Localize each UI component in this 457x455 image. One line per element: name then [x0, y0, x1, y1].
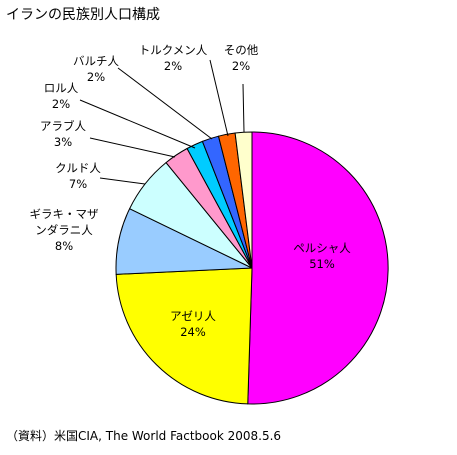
- slice-value-label-8: 2%: [164, 59, 182, 73]
- slice-value-label-5: 3%: [54, 135, 72, 149]
- slice-name-label-3: ンダラニ人: [35, 223, 93, 237]
- slice-value-label-3: 8%: [55, 239, 73, 253]
- pie-slice-2: [115, 267, 253, 405]
- leader-line-6: [79, 99, 196, 149]
- slice-name-label-4: クルド人: [55, 161, 101, 175]
- slice-value-label-6: 2%: [52, 97, 70, 111]
- slice-name-label-6: ロル人: [44, 81, 79, 95]
- slice-name-label-2: アゼリ人: [170, 309, 216, 323]
- leader-line-8: [209, 59, 229, 137]
- slice-name-label-1: ペルシャ人: [293, 241, 351, 255]
- leader-line-5: [89, 137, 176, 158]
- slice-name-label-7: バルチ人: [73, 54, 119, 68]
- chart-title: イランの民族別人口構成: [6, 7, 160, 23]
- slice-value-label-9: 2%: [232, 59, 250, 73]
- leader-line-9: [242, 83, 245, 133]
- slice-name-label-9: その他: [224, 43, 259, 57]
- pie-slice-1: [247, 131, 389, 405]
- slice-value-label-4: 7%: [69, 177, 87, 191]
- slice-value-label-7: 2%: [87, 70, 105, 84]
- chart-source: （資料）米国CIA, The World Factbook 2008.5.6: [6, 429, 282, 443]
- slice-name-label-3: ギラキ・マザ: [30, 207, 99, 221]
- slice-value-label-2: 24%: [180, 325, 206, 339]
- slice-name-label-8: トルクメン人: [139, 43, 208, 57]
- pie-slices: [115, 131, 389, 405]
- pie-slice-9: [234, 131, 253, 269]
- slice-value-label-1: 51%: [309, 257, 335, 271]
- leader-line-4: [99, 177, 146, 185]
- leader-line-7: [117, 67, 213, 140]
- slice-name-label-5: アラブ人: [40, 119, 86, 133]
